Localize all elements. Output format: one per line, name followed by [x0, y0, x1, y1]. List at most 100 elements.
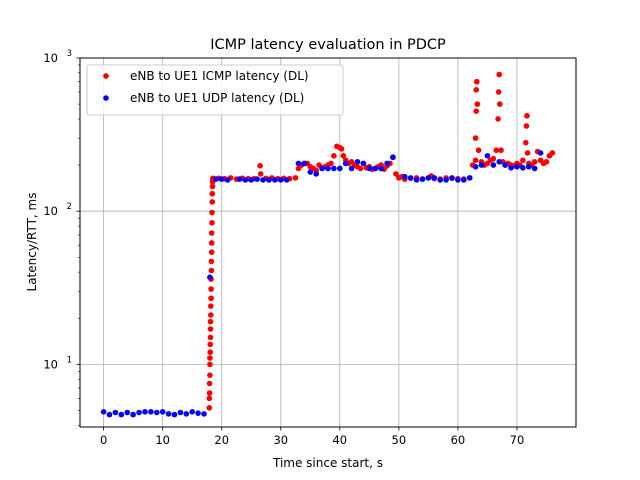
icmp-point: [490, 155, 497, 162]
icmp-point: [208, 295, 214, 302]
udp-point: [165, 411, 172, 417]
legend-marker-icmp: [103, 73, 109, 79]
icmp-point: [257, 162, 263, 169]
icmp-point: [206, 405, 213, 411]
udp-point: [325, 165, 331, 172]
udp-point: [159, 409, 166, 415]
x-tick-label: 0: [100, 433, 107, 447]
udp-point: [283, 177, 290, 183]
icmp-point: [292, 175, 299, 181]
icmp-point: [209, 209, 215, 216]
x-axis: 0 10 20 30 40 50 60 70: [100, 427, 524, 447]
legend-marker-udp: [103, 95, 109, 101]
icmp-point: [208, 258, 215, 265]
udp-point: [207, 274, 213, 281]
icmp-point: [207, 349, 213, 356]
icmp-point: [208, 249, 215, 255]
udp-point: [372, 165, 379, 172]
udp-point: [195, 410, 201, 416]
icmp-point: [549, 150, 556, 156]
x-tick-label: 60: [451, 433, 466, 447]
udp-point: [189, 409, 195, 415]
icmp-point: [208, 286, 214, 292]
x-tick-label: 50: [392, 433, 407, 447]
icmp-point: [473, 108, 480, 114]
icmp-point: [498, 147, 504, 154]
icmp-point: [209, 183, 216, 190]
y-tick-label: 10: [43, 204, 58, 218]
icmp-point: [357, 165, 364, 172]
y-tick-exponent: 3: [67, 49, 72, 59]
icmp-point: [496, 71, 503, 78]
y-tick-label: 10: [43, 51, 58, 65]
udp-point: [277, 177, 284, 183]
udp-point: [313, 171, 319, 177]
udp-point: [413, 177, 420, 183]
icmp-point: [497, 101, 503, 107]
udp-point: [443, 177, 449, 183]
legend-box: [86, 64, 344, 116]
udp-point: [490, 162, 497, 168]
udp-point: [183, 411, 190, 417]
udp-point: [248, 177, 255, 183]
udp-point: [254, 176, 260, 182]
icmp-point: [206, 395, 213, 402]
udp-point: [266, 177, 272, 183]
udp-point: [531, 165, 538, 172]
udp-point: [466, 175, 473, 181]
udp-point: [419, 176, 426, 182]
series-icmp: [206, 71, 556, 411]
udp-point: [514, 163, 520, 170]
icmp-point: [209, 219, 215, 226]
icmp-point: [474, 78, 480, 85]
icmp-point: [207, 334, 214, 341]
udp-point: [301, 160, 308, 167]
udp-point: [242, 177, 249, 183]
udp-point: [177, 409, 184, 416]
udp-point: [118, 411, 125, 418]
udp-point: [520, 164, 526, 171]
icmp-point: [473, 87, 480, 93]
udp-point: [425, 175, 432, 181]
udp-point: [213, 176, 219, 182]
icmp-point: [523, 139, 529, 146]
icmp-point: [472, 157, 479, 164]
icmp-point: [207, 355, 213, 361]
icmp-point: [472, 135, 479, 141]
udp-point: [437, 177, 443, 183]
y-tick-label: 10: [43, 357, 58, 371]
udp-point: [378, 165, 384, 172]
series-layer: [100, 71, 556, 418]
udp-point: [260, 177, 266, 183]
legend: eNB to UE1 ICMP latency (DL) eNB to UE1 …: [86, 64, 344, 116]
udp-point: [472, 163, 479, 170]
udp-point: [124, 409, 131, 416]
icmp-point: [495, 89, 502, 95]
udp-point: [525, 163, 532, 170]
y-tick-exponent: 1: [67, 355, 72, 365]
icmp-point: [524, 150, 531, 156]
icmp-point: [523, 123, 530, 129]
icmp-point: [524, 112, 530, 119]
udp-point: [142, 409, 148, 415]
udp-point: [407, 175, 414, 181]
udp-point: [431, 175, 438, 181]
y-tick-exponent: 2: [67, 202, 72, 212]
udp-point: [106, 411, 113, 418]
icmp-point: [340, 152, 347, 159]
udp-point: [218, 176, 225, 182]
x-tick-label: 40: [332, 433, 347, 447]
icmp-point: [475, 147, 482, 154]
x-tick-label: 20: [214, 433, 229, 447]
udp-point: [100, 409, 107, 415]
series-udp: [100, 150, 544, 418]
udp-point: [337, 165, 343, 172]
udp-point: [272, 177, 278, 183]
icmp-point: [495, 116, 501, 122]
icmp-point: [520, 157, 526, 164]
icmp-point: [209, 199, 216, 205]
udp-point: [508, 164, 514, 171]
icmp-point: [207, 303, 214, 309]
udp-point: [484, 152, 491, 159]
